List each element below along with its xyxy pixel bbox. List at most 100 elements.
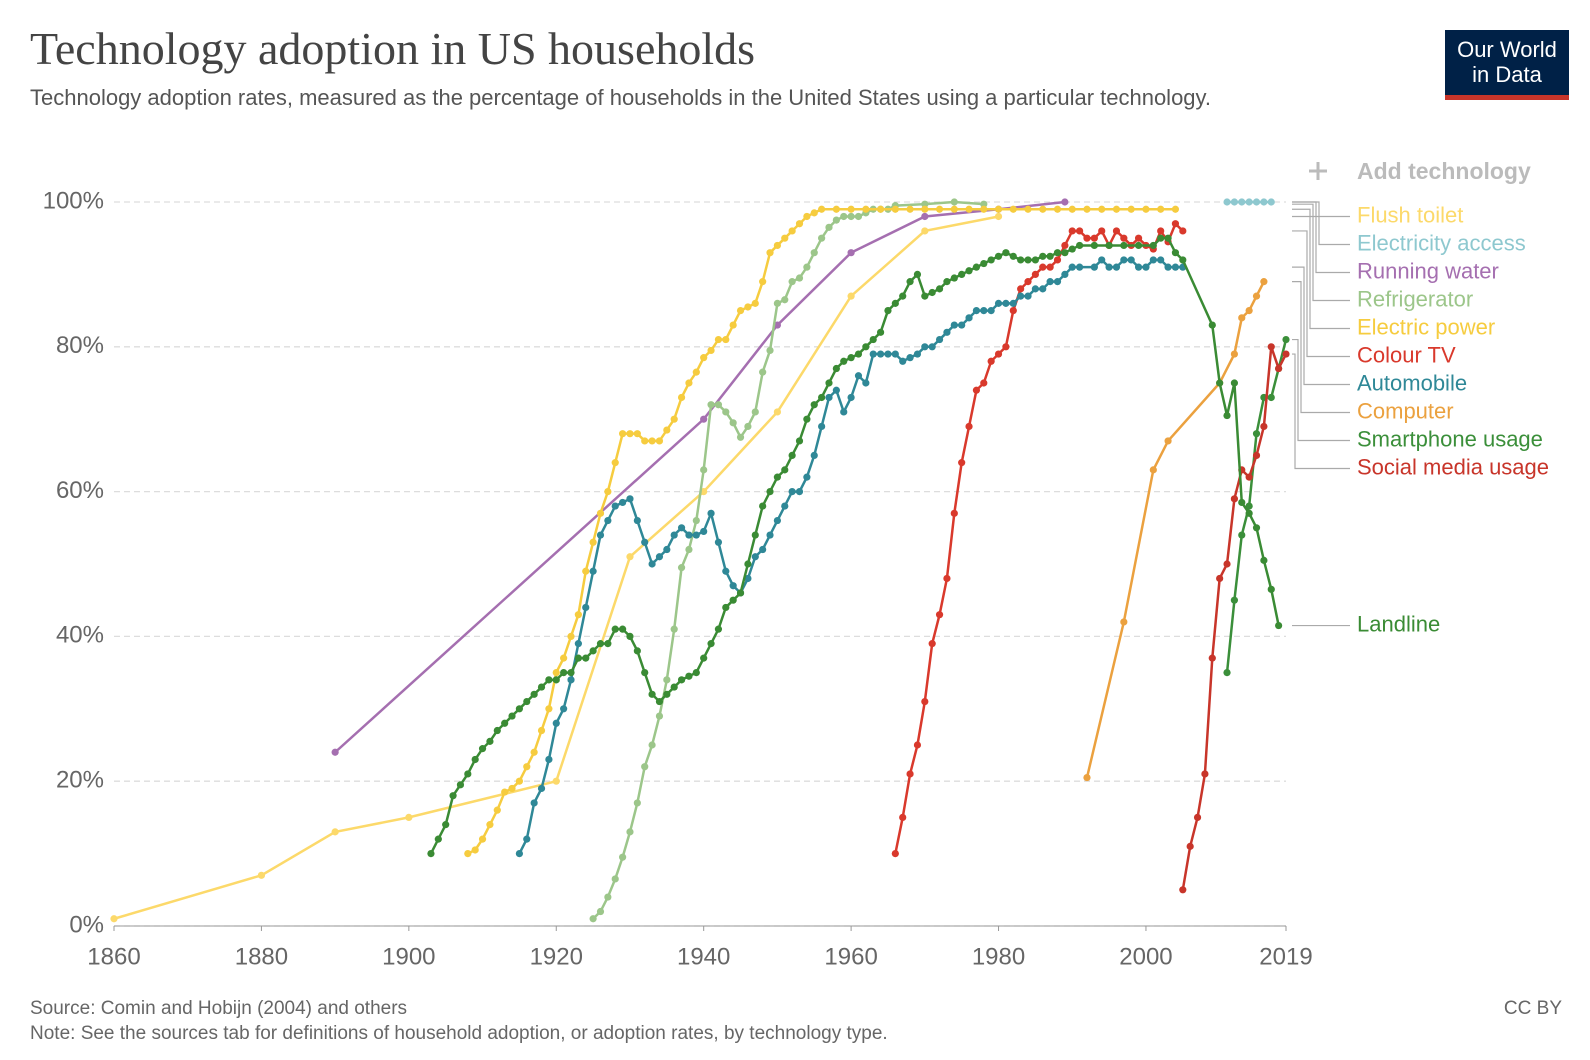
data-point bbox=[1031, 270, 1039, 278]
data-point bbox=[751, 408, 759, 416]
data-point bbox=[899, 292, 907, 300]
data-point bbox=[847, 212, 855, 221]
data-point bbox=[781, 502, 789, 510]
data-point bbox=[847, 354, 855, 362]
data-point bbox=[781, 296, 789, 304]
legend-label: Refrigerator bbox=[1357, 286, 1473, 311]
data-point bbox=[537, 784, 546, 793]
data-point bbox=[972, 386, 981, 394]
data-point bbox=[604, 516, 612, 525]
data-point bbox=[1245, 473, 1253, 481]
logo[interactable]: Our World in Data bbox=[1445, 30, 1569, 100]
series bbox=[427, 234, 1283, 858]
data-point bbox=[1208, 321, 1216, 329]
data-point bbox=[935, 335, 944, 344]
data-point bbox=[994, 252, 1003, 260]
data-point bbox=[818, 422, 826, 431]
series-line bbox=[518, 258, 1183, 855]
data-point bbox=[759, 368, 767, 376]
series bbox=[1223, 198, 1275, 206]
data-point bbox=[729, 321, 737, 329]
data-point bbox=[515, 777, 524, 785]
data-point bbox=[935, 285, 944, 293]
data-point bbox=[1238, 498, 1246, 507]
data-point bbox=[331, 828, 339, 836]
data-point bbox=[619, 853, 627, 861]
data-point bbox=[744, 574, 752, 583]
data-point bbox=[722, 408, 730, 416]
data-point bbox=[958, 270, 966, 278]
data-point bbox=[707, 640, 715, 648]
data-point bbox=[596, 509, 605, 517]
data-point bbox=[508, 784, 516, 793]
data-point bbox=[840, 408, 848, 416]
series-line bbox=[1085, 281, 1266, 778]
data-point bbox=[744, 560, 752, 568]
data-point bbox=[530, 748, 538, 756]
data-point bbox=[471, 755, 479, 764]
data-point bbox=[773, 408, 781, 416]
data-point bbox=[604, 640, 612, 648]
data-point bbox=[604, 893, 612, 901]
data-point bbox=[1031, 256, 1039, 264]
data-point bbox=[1245, 307, 1253, 315]
data-point bbox=[1009, 307, 1017, 315]
data-point bbox=[641, 437, 649, 445]
data-point bbox=[906, 278, 914, 286]
data-point bbox=[685, 672, 693, 680]
data-point bbox=[1039, 252, 1047, 260]
add-button[interactable]: Add technology bbox=[1309, 158, 1531, 184]
license: CC BY bbox=[1503, 998, 1562, 1019]
data-point bbox=[1186, 842, 1194, 850]
data-point bbox=[884, 307, 892, 315]
data-point bbox=[1061, 198, 1069, 206]
data-point bbox=[655, 553, 664, 561]
series bbox=[464, 205, 1180, 858]
data-point bbox=[1083, 234, 1091, 242]
data-point bbox=[921, 212, 929, 221]
data-point bbox=[663, 676, 671, 684]
data-point bbox=[1083, 773, 1091, 782]
data-point bbox=[1149, 466, 1157, 474]
data-point bbox=[1068, 245, 1076, 253]
data-point bbox=[899, 813, 907, 822]
data-point bbox=[560, 654, 568, 662]
data-point bbox=[1002, 299, 1010, 307]
legend-leader bbox=[1292, 281, 1350, 414]
data-point bbox=[913, 270, 922, 278]
data-point bbox=[493, 806, 501, 814]
legend-label: Electricity access bbox=[1357, 230, 1526, 255]
series-line bbox=[113, 215, 999, 920]
data-point bbox=[641, 538, 649, 546]
data-point bbox=[1076, 263, 1084, 271]
data-point bbox=[1223, 411, 1231, 420]
data-point bbox=[891, 299, 899, 307]
data-point bbox=[950, 274, 958, 282]
data-point bbox=[655, 712, 664, 720]
data-point bbox=[810, 249, 818, 257]
data-point bbox=[501, 719, 509, 727]
data-point bbox=[818, 234, 826, 242]
data-point bbox=[1127, 205, 1135, 213]
data-point bbox=[1024, 205, 1032, 213]
data-point bbox=[641, 669, 649, 677]
data-point bbox=[810, 451, 818, 459]
data-point bbox=[994, 205, 1003, 213]
data-point bbox=[1230, 379, 1239, 387]
data-point bbox=[744, 303, 752, 311]
data-point bbox=[1260, 198, 1268, 206]
data-point bbox=[1009, 252, 1017, 260]
data-point bbox=[552, 669, 560, 677]
series-line bbox=[467, 207, 1176, 855]
data-point bbox=[1193, 813, 1202, 822]
data-point bbox=[1238, 531, 1246, 539]
data-point bbox=[1223, 669, 1231, 677]
data-point bbox=[619, 430, 627, 438]
data-point bbox=[508, 712, 516, 720]
data-point bbox=[596, 907, 605, 916]
data-point bbox=[1024, 278, 1032, 286]
data-point bbox=[1046, 263, 1054, 271]
data-point bbox=[714, 538, 723, 546]
data-point bbox=[884, 350, 892, 358]
data-point bbox=[818, 205, 826, 213]
